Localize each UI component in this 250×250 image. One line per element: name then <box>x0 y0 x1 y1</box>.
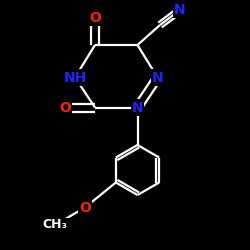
Text: CH₃: CH₃ <box>42 218 68 232</box>
Text: N: N <box>174 3 186 17</box>
Text: N: N <box>132 100 143 114</box>
Text: NH: NH <box>64 70 87 85</box>
Text: O: O <box>59 100 71 114</box>
Text: O: O <box>89 10 101 24</box>
Text: N: N <box>152 70 163 85</box>
Text: O: O <box>79 200 91 214</box>
